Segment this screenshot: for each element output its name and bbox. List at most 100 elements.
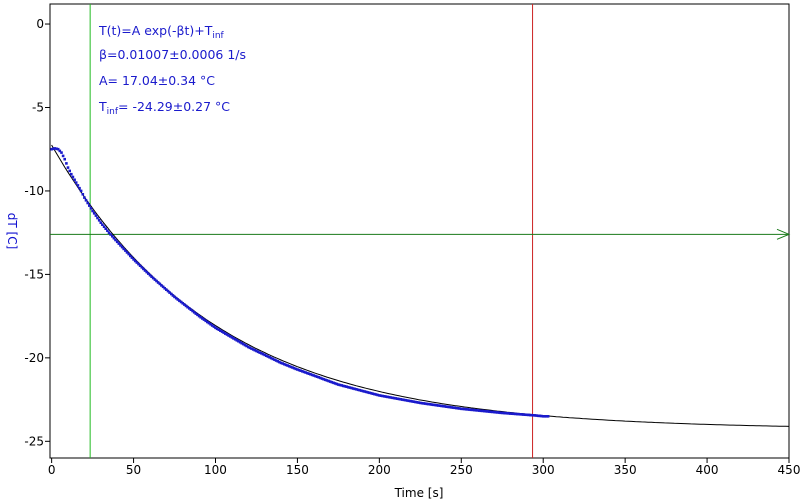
data-point: [328, 380, 332, 383]
data-point: [266, 355, 270, 358]
data-point: [61, 154, 65, 158]
x-tick-label: 200: [368, 463, 391, 477]
data-point: [243, 343, 247, 347]
data-point: [517, 412, 520, 416]
data-point: [405, 399, 409, 402]
fit-annotation: T(t)=A exp(-βt)+Tinf β=0.01007±0.0006 1/…: [98, 23, 246, 117]
data-point: [412, 400, 416, 403]
data-point: [235, 339, 239, 342]
data-point: [274, 359, 278, 362]
arrow-icon: [776, 228, 791, 240]
data-point: [360, 389, 363, 392]
data-point: [289, 365, 293, 369]
data-point: [99, 221, 103, 224]
data-point: [133, 259, 137, 263]
data-point: [505, 412, 509, 415]
data-point: [137, 262, 140, 266]
data-point: [373, 392, 376, 396]
data-point: [84, 199, 88, 202]
data-point: [166, 289, 170, 293]
data-point: [207, 321, 211, 325]
data-point: [451, 406, 455, 409]
data-point: [247, 345, 250, 349]
x-tick-label: 150: [286, 463, 309, 477]
data-point: [296, 368, 299, 371]
data-point: [315, 375, 319, 378]
data-point: [342, 384, 345, 388]
data-point: [204, 319, 207, 323]
data-point: [96, 216, 99, 220]
data-point: [304, 371, 307, 374]
data-point: [368, 391, 371, 395]
data-point: [474, 409, 478, 412]
data-point: [379, 394, 383, 397]
data-point: [199, 316, 202, 319]
data-point: [476, 409, 479, 412]
data-point: [541, 415, 545, 418]
data-point: [253, 348, 257, 352]
data-point: [232, 337, 235, 340]
data-point: [160, 284, 163, 287]
data-point: [381, 394, 384, 398]
data-point: [468, 408, 471, 411]
data-point: [420, 401, 424, 405]
data-point: [433, 403, 437, 407]
data-point: [256, 350, 260, 354]
data-point: [122, 247, 125, 251]
data-point: [397, 397, 401, 401]
fit-formula-sub: inf: [212, 31, 224, 41]
data-point: [520, 413, 524, 416]
data-point: [532, 414, 535, 417]
data-point: [265, 354, 268, 357]
x-tick-label: 100: [204, 463, 227, 477]
data-point: [330, 380, 334, 384]
data-point: [156, 281, 160, 284]
data-point: [376, 393, 379, 397]
data-point: [430, 403, 434, 406]
data-point: [230, 336, 234, 339]
x-tick-label: 300: [532, 463, 555, 477]
data-point: [519, 413, 522, 416]
data-point: [537, 414, 540, 418]
data-point: [111, 235, 114, 238]
data-point: [291, 366, 294, 369]
data-point: [53, 147, 57, 150]
fit-formula: T(t)=A exp(-βt)+Tinf: [98, 23, 225, 41]
data-point: [101, 223, 104, 226]
data-point: [52, 147, 55, 151]
data-point: [173, 295, 176, 299]
data-point: [460, 407, 463, 411]
data-point: [209, 323, 212, 326]
data-point: [492, 410, 496, 414]
data-point: [353, 387, 357, 391]
data-point: [546, 415, 550, 418]
data-point: [117, 242, 121, 245]
data-point: [142, 267, 145, 271]
data-point: [358, 388, 361, 392]
data-point: [222, 331, 225, 334]
cursor-markers[interactable]: [50, 4, 791, 458]
data-point: [438, 404, 442, 407]
x-tick-label: 400: [696, 463, 719, 477]
data-point: [66, 166, 70, 169]
data-point: [255, 349, 258, 353]
data-point: [345, 385, 348, 388]
data-point: [214, 326, 217, 330]
data-point: [461, 407, 465, 411]
data-point: [399, 398, 402, 401]
data-point: [58, 149, 62, 153]
data-point: [337, 383, 340, 386]
data-point: [525, 413, 529, 417]
x-tick-label: 0: [48, 463, 56, 477]
data-point: [491, 410, 494, 414]
data-point: [364, 390, 368, 394]
data-point: [443, 405, 447, 408]
data-point: [512, 412, 515, 416]
data-point: [466, 408, 470, 411]
data-point: [320, 377, 324, 380]
data-point: [489, 410, 493, 414]
fit-tinf-main: T: [98, 99, 107, 114]
data-point: [55, 147, 58, 151]
data-point: [202, 318, 206, 321]
x-axis-label: Time [s]: [394, 486, 444, 500]
